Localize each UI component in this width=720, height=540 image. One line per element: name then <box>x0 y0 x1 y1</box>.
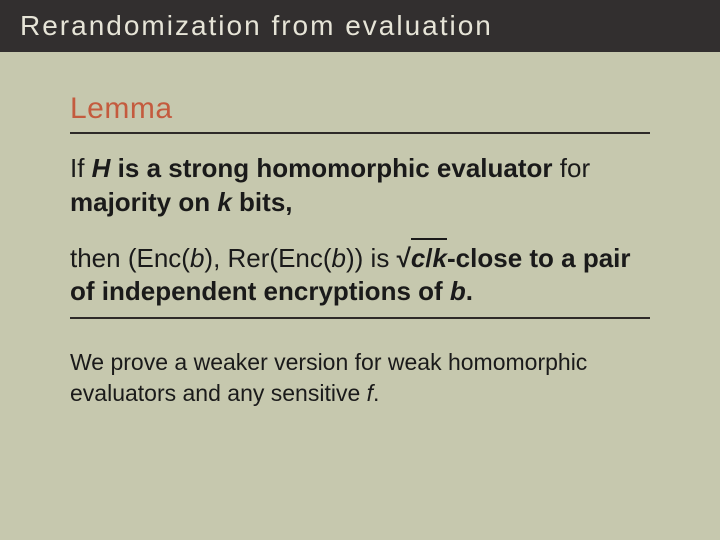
lemma-label: Lemma <box>70 92 650 126</box>
overline <box>411 238 447 240</box>
variable-H: H <box>92 153 111 183</box>
variable-b: b <box>190 243 204 273</box>
text: If <box>70 153 92 183</box>
variable-b: b <box>450 276 466 306</box>
text: . <box>373 380 379 406</box>
lemma-body: If H is a strong homomorphic evaluator f… <box>70 134 650 317</box>
slide: Rerandomization from evaluation Lemma If… <box>0 0 720 540</box>
variable-b: b <box>332 243 346 273</box>
text: ), Rer(Enc( <box>204 243 331 273</box>
lemma-paragraph-1: If H is a strong homomorphic evaluator f… <box>70 152 650 220</box>
slide-title: Rerandomization from evaluation <box>20 10 493 42</box>
variable-c: c <box>411 243 425 273</box>
lemma-paragraph-2: then (Enc(b), Rer(Enc(b)) is √c/k-close … <box>70 242 650 310</box>
text: then (Enc( <box>70 243 190 273</box>
slash: / <box>425 243 432 273</box>
sqrt-expression: √c/k <box>397 242 447 276</box>
text: . <box>466 276 473 306</box>
text: is a strong homomorphic evaluator <box>110 153 559 183</box>
text: for <box>560 153 590 183</box>
variable-k: k <box>217 187 231 217</box>
variable-k: k <box>433 243 447 273</box>
sqrt-symbol: √ <box>397 243 411 273</box>
title-bar: Rerandomization from evaluation <box>0 0 720 52</box>
divider-bottom <box>70 317 650 319</box>
text: )) is <box>346 243 397 273</box>
text: bits, <box>232 187 293 217</box>
text: We prove a weaker version for weak homom… <box>70 349 587 406</box>
text: majority on <box>70 187 217 217</box>
content-area: Lemma If H is a strong homomorphic evalu… <box>0 52 720 540</box>
note-paragraph: We prove a weaker version for weak homom… <box>70 347 650 409</box>
